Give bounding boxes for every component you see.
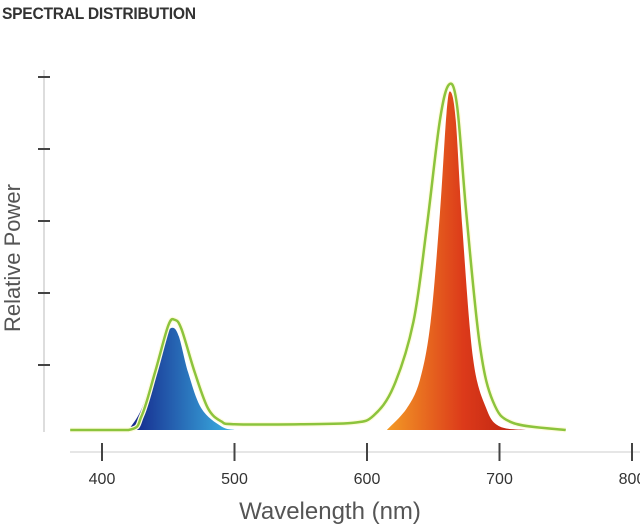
chart-title: SPECTRAL DISTRIBUTION bbox=[2, 4, 196, 23]
red-emission-area bbox=[386, 91, 526, 430]
y-axis-label: Relative Power bbox=[0, 184, 25, 332]
x-tick-label: 600 bbox=[354, 471, 381, 488]
x-tick-label: 800 bbox=[619, 471, 640, 488]
x-axis-label: Wavelength (nm) bbox=[239, 498, 421, 525]
x-tick-label: 700 bbox=[486, 471, 513, 488]
blue-emission-area bbox=[128, 327, 235, 430]
x-tick-label: 400 bbox=[89, 471, 116, 488]
total-spectrum-halo bbox=[70, 81, 567, 433]
x-tick-label: 500 bbox=[221, 471, 248, 488]
total-spectrum-line bbox=[70, 82, 566, 432]
